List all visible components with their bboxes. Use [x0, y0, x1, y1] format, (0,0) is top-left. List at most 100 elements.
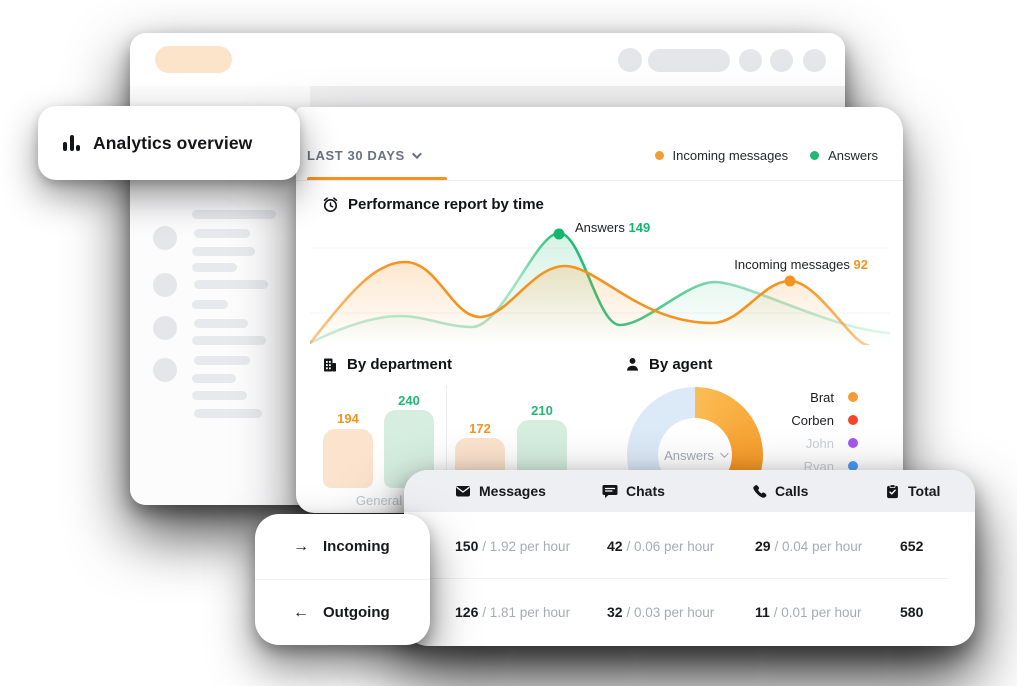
- legend-dot-answers: [810, 151, 820, 160]
- cell-rate: / 1.81 per hour: [482, 605, 571, 620]
- agent-legend-row[interactable]: Corben: [738, 412, 858, 428]
- period-tab[interactable]: LAST 30 DAYS: [307, 148, 422, 163]
- building-icon: [324, 358, 336, 371]
- skeleton-line: [194, 409, 262, 418]
- annotation-value: 149: [628, 220, 651, 235]
- cell-value: 11: [755, 604, 770, 620]
- chat-icon: [602, 485, 618, 498]
- bar-value: 172: [469, 421, 491, 436]
- agent-name: Ryan: [803, 458, 834, 474]
- section-title-text: Performance report by time: [348, 196, 544, 213]
- row-label-outgoing: ← Outgoing: [293, 580, 390, 645]
- legend-label: Answers: [828, 148, 878, 163]
- agent-name: Brat: [810, 389, 834, 405]
- legend-item-incoming[interactable]: Incoming messages: [654, 148, 789, 163]
- header-total: Total: [885, 470, 940, 512]
- annotation-label: Incoming messages: [734, 257, 850, 272]
- skeleton-line: [192, 300, 228, 309]
- legend-item-answers[interactable]: Answers: [810, 148, 878, 163]
- cell-value: 32: [607, 604, 623, 620]
- row-label-text: Incoming: [323, 538, 390, 555]
- active-tab-underline: [307, 177, 447, 181]
- period-tab-label: LAST 30 DAYS: [307, 148, 405, 163]
- skeleton-line: [194, 356, 250, 365]
- phone-icon: [753, 484, 767, 498]
- arrow-left-icon: ←: [293, 603, 309, 621]
- agent-dot: [848, 461, 858, 471]
- cell-incoming-calls: 29 / 0.04 per hour: [755, 538, 862, 554]
- clipboard-check-icon: [887, 483, 898, 498]
- header-calls: Calls: [752, 470, 808, 512]
- arrow-right-icon: →: [293, 537, 309, 555]
- header-messages: Messages: [455, 470, 546, 512]
- header-label: Messages: [479, 483, 546, 499]
- agent-legend-row[interactable]: Ryan: [738, 458, 858, 474]
- envelope-icon: [456, 486, 470, 497]
- bar-value: 240: [398, 393, 420, 408]
- skeleton-line: [192, 210, 276, 219]
- chevron-down-icon: [720, 449, 729, 458]
- cell-value: 126: [455, 604, 479, 620]
- stats-table-card: Messages Chats Calls Total 150 /: [404, 470, 975, 646]
- section-title-text: By agent: [649, 356, 713, 373]
- department-group-label: General: [355, 493, 403, 508]
- incoming-annotation: Incoming messages 92: [734, 257, 868, 272]
- chevron-down-icon: [411, 149, 422, 160]
- table-row-divider: [430, 578, 949, 579]
- row-labels-card: → Incoming ← Outgoing: [255, 514, 430, 645]
- skeleton-line: [194, 229, 250, 238]
- cell-rate: / 1.92 per hour: [482, 539, 571, 554]
- topbar-search-placeholder: [648, 49, 730, 72]
- stats-table-header: Messages Chats Calls Total: [404, 470, 975, 512]
- cell-incoming-messages: 150 / 1.92 per hour: [455, 538, 570, 554]
- group-separator: [446, 385, 447, 477]
- annotation-value: 92: [853, 257, 868, 272]
- performance-line-chart: [310, 228, 890, 345]
- header-divider: [296, 180, 903, 181]
- header-label: Calls: [775, 483, 809, 499]
- skeleton-avatar: [153, 226, 177, 250]
- agent-name: John: [805, 435, 834, 451]
- row-label-incoming: → Incoming: [293, 514, 390, 579]
- cell-incoming-total: 652: [900, 538, 923, 554]
- skeleton-line: [194, 319, 248, 328]
- cell-outgoing-messages: 126 / 1.81 per hour: [455, 604, 570, 620]
- skeleton-avatar: [153, 273, 177, 297]
- header-label: Chats: [626, 483, 665, 499]
- answers-peak-point: [553, 228, 565, 240]
- cell-value: 580: [900, 604, 924, 620]
- cell-rate: / 0.04 per hour: [774, 539, 863, 554]
- page-title-card: Analytics overview: [38, 106, 300, 180]
- cell-value: 42: [607, 538, 623, 554]
- bar-value: 210: [531, 403, 553, 418]
- agent-legend-row[interactable]: Brat: [738, 389, 858, 405]
- cell-value: 150: [455, 538, 479, 554]
- incoming-peak-point: [784, 275, 796, 287]
- skeleton-line: [192, 336, 266, 345]
- cell-incoming-chats: 42 / 0.06 per hour: [607, 538, 714, 554]
- topbar-avatar-placeholder: [618, 48, 642, 72]
- cell-value: 652: [900, 538, 924, 554]
- bar-value: 194: [337, 411, 359, 426]
- cell-value: 29: [755, 538, 771, 554]
- agent-legend-row[interactable]: John: [738, 435, 858, 451]
- row-label-text: Outgoing: [323, 604, 390, 621]
- skeleton-line: [192, 247, 255, 256]
- logo-placeholder: [155, 46, 232, 73]
- section-title-text: By department: [347, 356, 453, 373]
- row-labels-divider: [255, 579, 430, 580]
- department-bar-incoming: [323, 429, 373, 488]
- skeleton-avatar: [153, 316, 177, 340]
- topbar-action-placeholder: [770, 49, 793, 72]
- cell-rate: / 0.06 per hour: [626, 539, 715, 554]
- topbar-action-placeholder: [803, 49, 826, 72]
- cell-outgoing-calls: 11 / 0.01 per hour: [755, 604, 862, 620]
- agent-dot: [848, 438, 858, 448]
- department-section-title: By department: [322, 356, 452, 373]
- header-chats: Chats: [602, 470, 665, 512]
- header-label: Total: [908, 483, 941, 499]
- agent-dot: [848, 415, 858, 425]
- legend-label: Incoming messages: [672, 148, 789, 163]
- legend-dot-incoming: [654, 151, 664, 160]
- skeleton-line: [192, 263, 237, 272]
